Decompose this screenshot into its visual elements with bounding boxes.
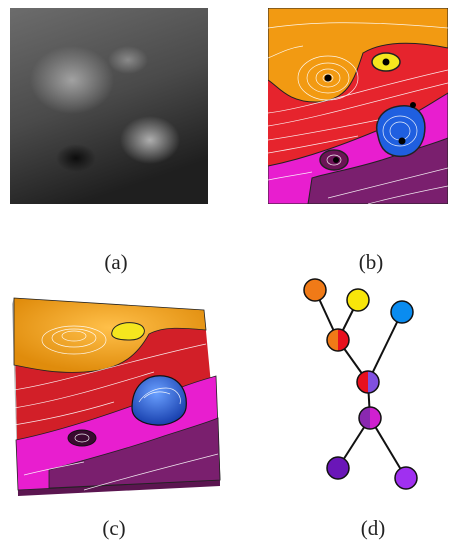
min-point bbox=[333, 157, 339, 163]
terrain-render bbox=[12, 297, 221, 496]
panel-c-terrain-3d bbox=[4, 290, 224, 496]
node-blue-leaf bbox=[390, 300, 414, 324]
heightmap-image bbox=[10, 8, 208, 204]
panel-d-merge-tree bbox=[298, 276, 438, 496]
node-orange-leaf bbox=[303, 278, 327, 302]
max-point-1 bbox=[324, 74, 332, 82]
node-purple-magenta-saddle bbox=[358, 406, 382, 430]
node-orange-red-saddle bbox=[326, 328, 350, 352]
node-violet-leaf bbox=[326, 456, 350, 480]
caption-a: (a) bbox=[104, 250, 128, 274]
node-red-blue-saddle bbox=[356, 370, 380, 394]
saddle-point bbox=[410, 102, 416, 108]
node-yellow-leaf bbox=[346, 288, 370, 312]
panel-b-segmentation bbox=[268, 8, 448, 204]
caption-c: (c) bbox=[102, 516, 126, 540]
node-lilac-leaf bbox=[394, 466, 418, 490]
panel-a-heightmap bbox=[10, 8, 208, 204]
max-point-2 bbox=[382, 58, 390, 66]
merge-tree-graph bbox=[303, 278, 418, 490]
max-point-3 bbox=[398, 137, 406, 145]
segmentation-map bbox=[268, 8, 448, 204]
caption-d: (d) bbox=[360, 516, 386, 540]
caption-b: (b) bbox=[358, 250, 384, 274]
